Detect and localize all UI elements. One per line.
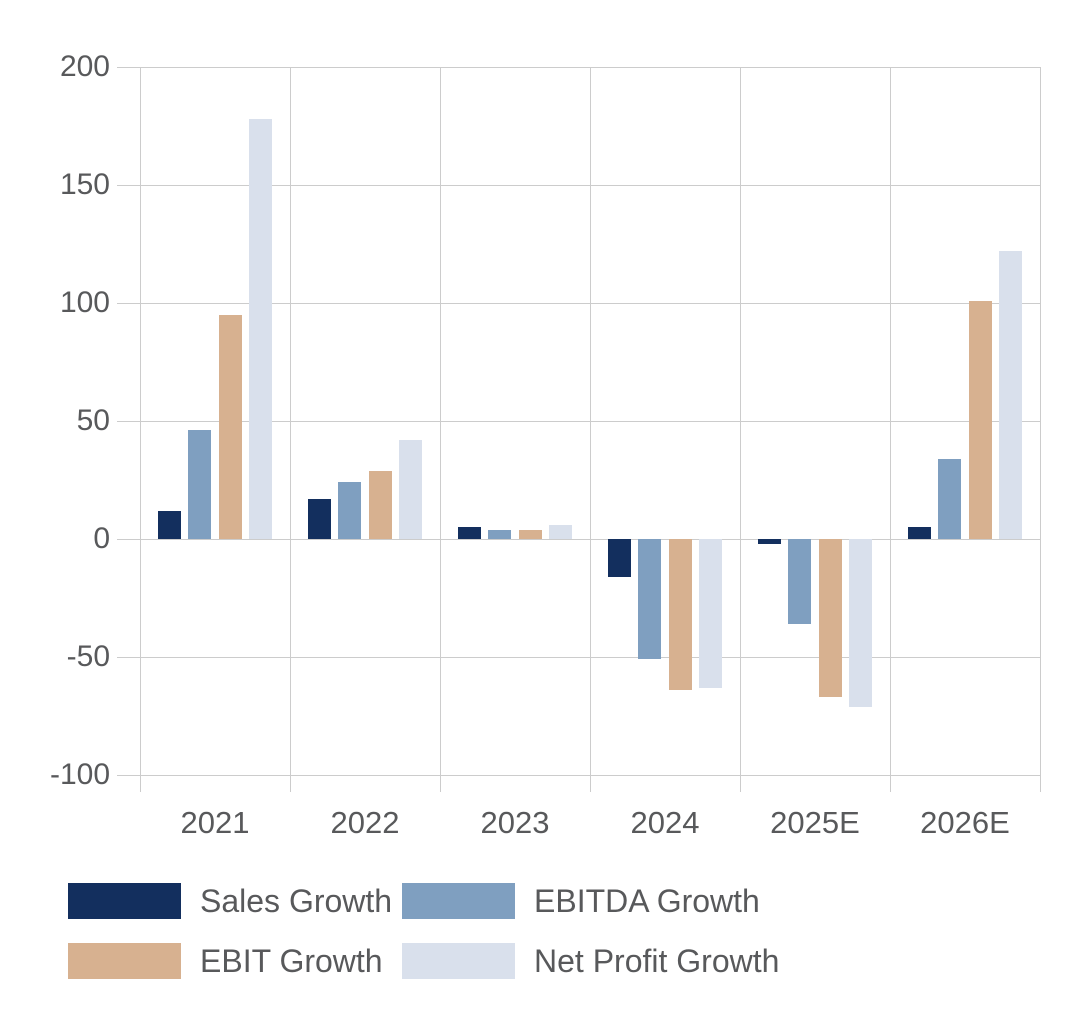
- gridline-vertical: [440, 67, 441, 792]
- bar-sales-growth-2026E: [907, 527, 931, 539]
- x-tick-label: 2025E: [770, 805, 860, 840]
- y-tick-label: 100: [59, 286, 110, 319]
- legend-item-ebit-growth: EBIT Growth: [68, 943, 383, 979]
- gridline-vertical: [290, 67, 291, 792]
- bar-ebitda-growth-2023: [488, 529, 512, 539]
- bar-ebitda-growth-2021: [188, 430, 212, 539]
- bar-sales-growth-2025E: [757, 539, 781, 544]
- bar-sales-growth-2022: [307, 498, 331, 539]
- bar-ebit-growth-2023: [518, 529, 542, 539]
- y-tick-mark: [117, 303, 140, 304]
- bar-net-profit-growth-2021: [249, 118, 273, 539]
- gridline-vertical: [740, 67, 741, 792]
- y-tick-label: -50: [66, 640, 110, 673]
- legend-item-net-profit-growth: Net Profit Growth: [402, 943, 779, 979]
- x-tick-label: 2026E: [920, 805, 1010, 840]
- legend-swatch: [68, 883, 181, 919]
- x-tick-label: 2024: [630, 805, 700, 840]
- y-tick-mark: [117, 421, 140, 422]
- bar-net-profit-growth-2023: [549, 524, 573, 539]
- bar-ebit-growth-2025E: [818, 539, 842, 698]
- gridline-vertical: [140, 67, 141, 792]
- y-tick-mark: [117, 67, 140, 68]
- y-tick-mark: [117, 657, 140, 658]
- legend-swatch: [402, 883, 515, 919]
- bar-net-profit-growth-2026E: [999, 251, 1023, 539]
- gridline-vertical: [890, 67, 891, 792]
- y-tick-label: 150: [59, 168, 110, 201]
- x-tick-label: 2023: [480, 805, 550, 840]
- legend-label: Sales Growth: [200, 883, 393, 919]
- legend-label: EBITDA Growth: [534, 883, 760, 919]
- bar-ebitda-growth-2022: [338, 482, 362, 539]
- legend-item-sales-growth: Sales Growth: [68, 883, 392, 919]
- y-tick-mark: [117, 539, 140, 540]
- y-tick-label: 0: [93, 522, 110, 555]
- y-tick-label: 50: [76, 404, 110, 437]
- bar-sales-growth-2024: [607, 539, 631, 577]
- legend-swatch: [68, 943, 181, 979]
- bar-net-profit-growth-2024: [699, 539, 723, 688]
- bar-sales-growth-2023: [457, 527, 481, 539]
- bar-ebit-growth-2026E: [968, 300, 992, 539]
- bar-ebit-growth-2024: [668, 539, 692, 691]
- y-tick-mark: [117, 185, 140, 186]
- bar-net-profit-growth-2025E: [849, 539, 873, 707]
- bar-ebitda-growth-2024: [638, 539, 662, 660]
- x-tick-label: 2021: [180, 805, 250, 840]
- gridline-vertical: [1040, 67, 1041, 792]
- legend-label: EBIT Growth: [200, 943, 383, 979]
- gridline-vertical: [590, 67, 591, 792]
- legend-item-ebitda-growth: EBITDA Growth: [402, 883, 760, 919]
- bar-net-profit-growth-2022: [399, 439, 423, 539]
- bar-sales-growth-2021: [157, 510, 181, 539]
- legend-label: Net Profit Growth: [534, 943, 780, 979]
- bar-ebitda-growth-2026E: [938, 458, 962, 539]
- bar-ebit-growth-2022: [368, 470, 392, 539]
- y-tick-label: -100: [49, 758, 110, 791]
- bar-ebitda-growth-2025E: [788, 539, 812, 624]
- legend-swatch: [402, 943, 515, 979]
- x-tick-label: 2022: [330, 805, 400, 840]
- y-tick-mark: [117, 775, 140, 776]
- bar-ebit-growth-2021: [218, 314, 242, 539]
- y-tick-label: 200: [59, 50, 110, 83]
